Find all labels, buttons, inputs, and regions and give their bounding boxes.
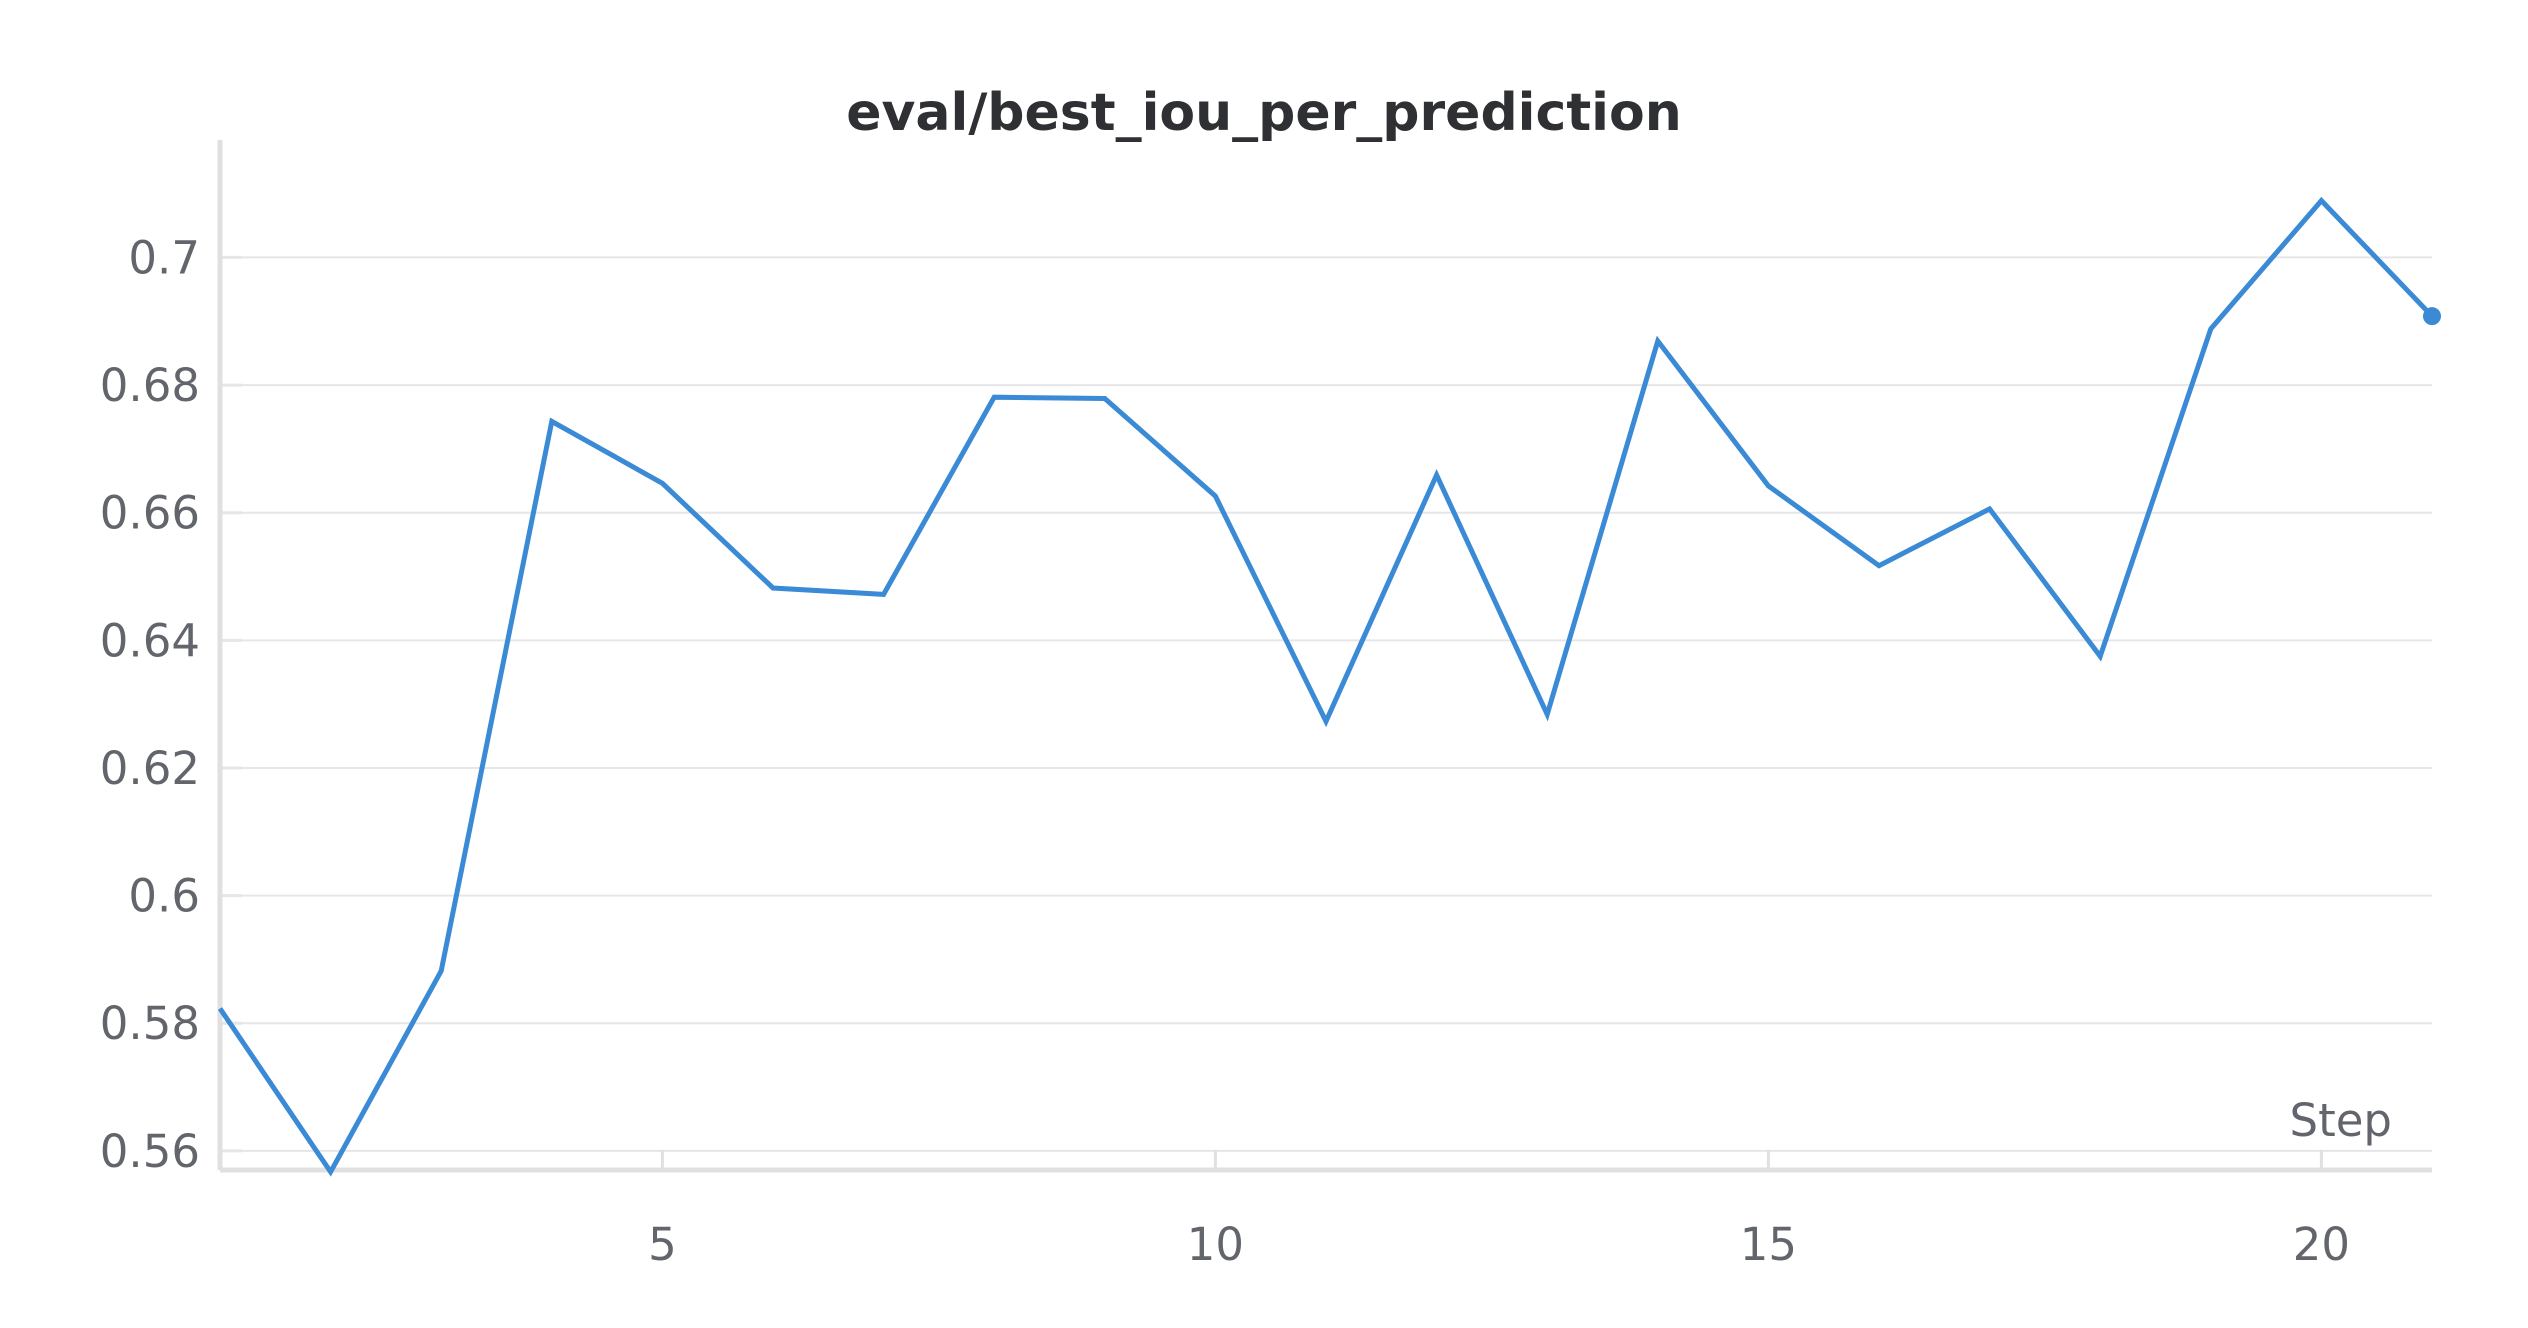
chart-title: eval/best_iou_per_prediction — [846, 83, 1682, 143]
series-line — [217, 196, 2434, 1177]
data-point — [1102, 395, 1108, 401]
last-point-marker — [2423, 307, 2441, 326]
series-layer — [217, 196, 2441, 1177]
data-point — [2208, 326, 2214, 332]
data-point — [991, 394, 997, 400]
y-tick-label: 0.62 — [100, 742, 200, 795]
x-tick-label: 20 — [2293, 1218, 2350, 1271]
data-point — [770, 585, 776, 591]
data-point — [1434, 472, 1440, 478]
x-tick-label: 5 — [648, 1218, 677, 1271]
data-point — [2318, 198, 2324, 204]
data-point — [549, 418, 555, 424]
data-point — [438, 968, 444, 974]
y-tick-label: 0.64 — [100, 614, 200, 667]
data-point — [659, 480, 665, 486]
y-tick-label: 0.56 — [100, 1125, 200, 1178]
data-point — [1876, 563, 1882, 569]
data-point — [881, 591, 887, 597]
data-point — [1544, 711, 1550, 717]
data-point — [328, 1169, 334, 1175]
data-point — [1212, 493, 1218, 499]
y-tick-label: 0.58 — [100, 997, 200, 1050]
y-tick-label: 0.7 — [128, 231, 200, 284]
y-tick-label: 0.66 — [100, 487, 200, 540]
data-point — [1987, 506, 1993, 512]
tick-labels: 0.56 0.58 0.6 0.62 0.64 0.66 0.68 0.7 5 10 15 20 — [100, 231, 2350, 1271]
x-tick-label: 15 — [1740, 1218, 1797, 1271]
grid-lines — [220, 256, 2432, 1152]
data-point — [1765, 483, 1771, 489]
axes — [217, 140, 2432, 1173]
data-point — [217, 1006, 223, 1012]
y-tick-label: 0.68 — [100, 359, 200, 412]
data-point — [1655, 338, 1661, 344]
data-point — [2097, 653, 2103, 659]
y-tick-label: 0.6 — [128, 870, 200, 923]
x-axis-label: Step — [2290, 1094, 2392, 1147]
x-tick-label: 10 — [1187, 1218, 1244, 1271]
data-point — [1323, 718, 1329, 724]
